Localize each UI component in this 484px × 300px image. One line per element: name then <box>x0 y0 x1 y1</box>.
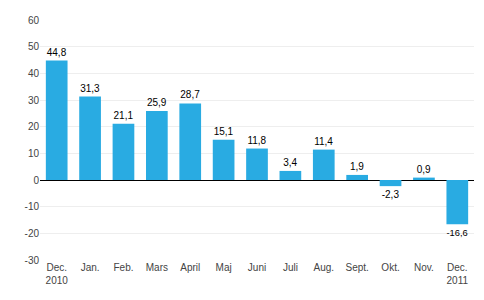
svg-text:-20: -20 <box>25 228 40 239</box>
svg-text:Juni: Juni <box>248 262 266 273</box>
svg-text:1,9: 1,9 <box>350 161 364 172</box>
svg-text:Mars: Mars <box>146 262 168 273</box>
svg-text:Nov.: Nov. <box>414 262 434 273</box>
svg-text:50: 50 <box>28 41 40 52</box>
svg-text:Jan.: Jan. <box>81 262 100 273</box>
svg-text:-10: -10 <box>25 201 40 212</box>
svg-text:40: 40 <box>28 68 40 79</box>
svg-text:-16,6: -16,6 <box>446 228 467 238</box>
svg-text:44,8: 44,8 <box>47 47 67 58</box>
svg-text:Okt.: Okt. <box>381 262 399 273</box>
svg-text:60: 60 <box>28 15 40 26</box>
svg-text:Feb.: Feb. <box>113 262 133 273</box>
svg-text:28,7: 28,7 <box>180 89 200 100</box>
svg-text:Dec.2010: Dec.2010 <box>46 262 69 286</box>
svg-text:Sept.: Sept. <box>345 262 368 273</box>
svg-text:3,4: 3,4 <box>283 157 297 168</box>
svg-text:15,1: 15,1 <box>214 126 234 137</box>
svg-text:31,3: 31,3 <box>80 83 100 94</box>
svg-text:11,8: 11,8 <box>247 135 266 146</box>
svg-text:10: 10 <box>28 148 40 159</box>
svg-text:Juli: Juli <box>283 262 298 273</box>
svg-text:11,4: 11,4 <box>314 136 333 147</box>
svg-text:0,9: 0,9 <box>417 164 431 175</box>
svg-text:Aug.: Aug. <box>313 262 334 273</box>
svg-text:April: April <box>180 262 200 273</box>
svg-text:21,1: 21,1 <box>114 110 134 121</box>
svg-text:Maj: Maj <box>216 262 232 273</box>
svg-text:Dec.2011: Dec.2011 <box>447 262 469 286</box>
svg-text:-30: -30 <box>25 255 40 266</box>
svg-text:0: 0 <box>33 175 39 186</box>
svg-text:20: 20 <box>28 121 40 132</box>
svg-text:30: 30 <box>28 95 40 106</box>
svg-text:-2,3: -2,3 <box>382 189 400 200</box>
svg-text:25,9: 25,9 <box>147 97 167 108</box>
